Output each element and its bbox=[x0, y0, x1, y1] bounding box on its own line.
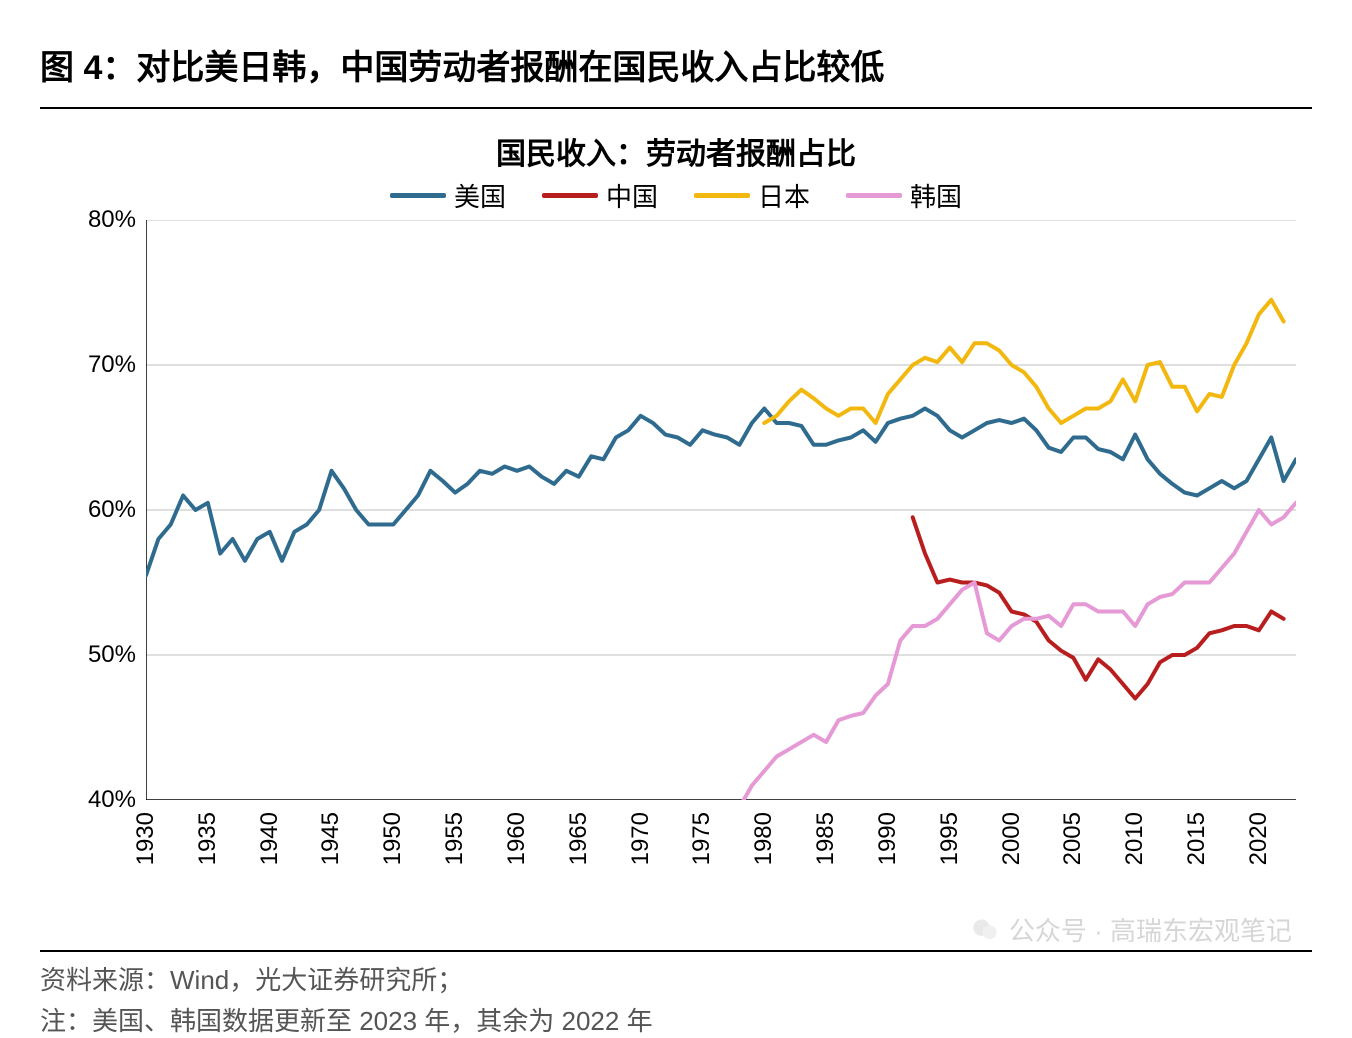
y-axis-label: 50% bbox=[88, 641, 136, 669]
x-axis-label: 2015 bbox=[1183, 812, 1211, 865]
chart-area: 40%50%60%70%80%1930193519401945195019551… bbox=[46, 220, 1306, 860]
legend-item: 中国 bbox=[542, 177, 658, 214]
x-axis-label: 1995 bbox=[936, 812, 964, 865]
legend-item: 韩国 bbox=[846, 177, 962, 214]
x-axis-label: 1960 bbox=[503, 812, 531, 865]
legend-item: 美国 bbox=[390, 177, 506, 214]
series-line bbox=[740, 503, 1297, 800]
legend-label: 美国 bbox=[454, 177, 506, 214]
divider-bottom bbox=[40, 950, 1312, 952]
series-line bbox=[764, 300, 1283, 423]
y-axis-label: 60% bbox=[88, 496, 136, 524]
x-axis-label: 2005 bbox=[1059, 812, 1087, 865]
legend-label: 日本 bbox=[758, 177, 810, 214]
legend-item: 日本 bbox=[694, 177, 810, 214]
chart-title: 国民收入：劳动者报酬占比 bbox=[40, 129, 1312, 173]
legend-swatch bbox=[694, 193, 750, 198]
x-axis-label: 1955 bbox=[441, 812, 469, 865]
x-axis-label: 1970 bbox=[627, 812, 655, 865]
x-axis-label: 2020 bbox=[1245, 812, 1273, 865]
legend-swatch bbox=[542, 193, 598, 198]
legend-label: 中国 bbox=[606, 177, 658, 214]
x-axis-label: 1965 bbox=[565, 812, 593, 865]
x-axis-label: 2010 bbox=[1121, 812, 1149, 865]
x-axis-label: 2000 bbox=[998, 812, 1026, 865]
y-axis-label: 70% bbox=[88, 351, 136, 379]
x-axis-label: 1980 bbox=[750, 812, 778, 865]
x-axis-label: 1945 bbox=[317, 812, 345, 865]
x-axis-label: 1985 bbox=[812, 812, 840, 865]
legend-label: 韩国 bbox=[910, 177, 962, 214]
x-axis-label: 1940 bbox=[256, 812, 284, 865]
legend-swatch bbox=[390, 193, 446, 198]
x-axis-label: 1935 bbox=[194, 812, 222, 865]
divider-top bbox=[40, 107, 1312, 109]
watermark-text: 公众号 · 高瑞东宏观笔记 bbox=[1009, 911, 1292, 948]
x-axis-label: 1975 bbox=[688, 812, 716, 865]
x-axis-label: 1990 bbox=[874, 812, 902, 865]
y-axis-label: 80% bbox=[88, 206, 136, 234]
source-text: 资料来源：Wind，光大证券研究所； bbox=[40, 960, 1312, 997]
series-line bbox=[913, 517, 1284, 698]
legend-swatch bbox=[846, 193, 902, 198]
x-axis-label: 1930 bbox=[132, 812, 160, 865]
figure-title: 图 4：对比美日韩，中国劳动者报酬在国民收入占比较低 bbox=[40, 40, 1312, 89]
legend: 美国 中国 日本 韩国 bbox=[40, 177, 1312, 214]
y-axis-label: 40% bbox=[88, 786, 136, 814]
line-chart bbox=[146, 220, 1296, 800]
watermark: 公众号 · 高瑞东宏观笔记 bbox=[971, 911, 1292, 948]
x-axis-label: 1950 bbox=[379, 812, 407, 865]
wechat-icon bbox=[971, 916, 999, 944]
note-text: 注：美国、韩国数据更新至 2023 年，其余为 2022 年 bbox=[40, 1001, 1312, 1038]
series-line bbox=[146, 409, 1296, 576]
